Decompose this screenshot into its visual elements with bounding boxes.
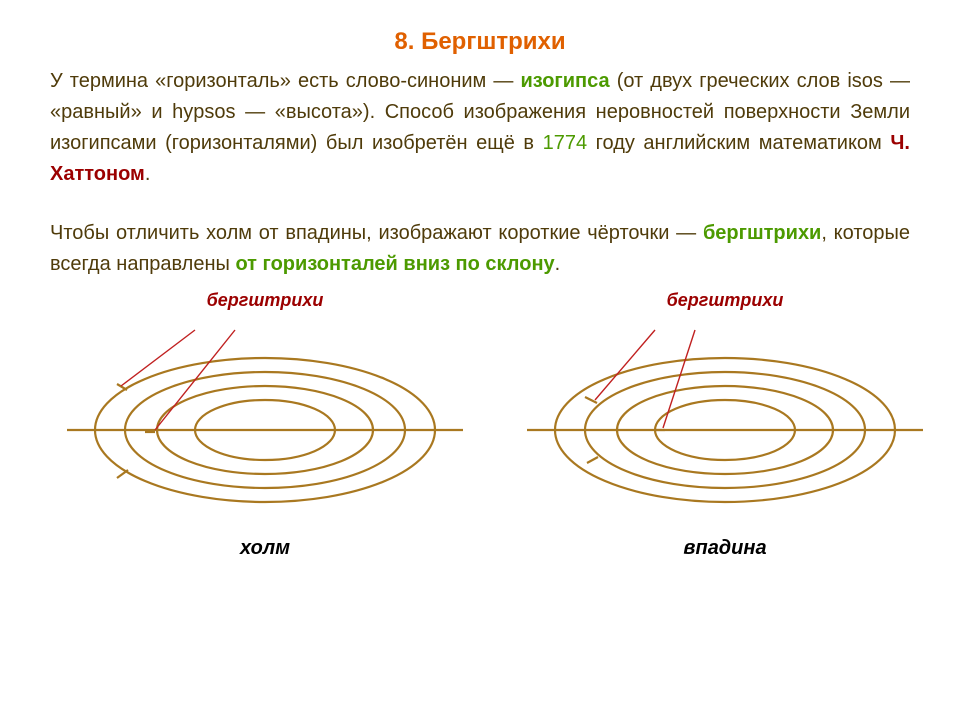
label-bergstrichi-right: бергштрихи [515, 290, 935, 311]
diagram-pit: бергштрихи впадина [515, 290, 935, 560]
label-pit: впадина [515, 537, 935, 560]
page-title: 8. Бергштрихи [0, 0, 960, 66]
label-bergstrichi-left: бергштрихи [55, 290, 475, 311]
p2-text-a: Чтобы отличить холм от впадины, изобража… [50, 222, 703, 244]
paragraph-2: Чтобы отличить холм от впадины, изобража… [0, 218, 960, 280]
p1-text-d: . [145, 163, 151, 185]
p1-text-c: году английским математиком [596, 132, 891, 154]
hill-svg [55, 320, 475, 540]
term-izogipsa: изогипса [520, 70, 616, 92]
diagram-hill: бергштрихи холм [55, 290, 475, 560]
direction-text: от горизонталей вниз по склону [235, 253, 554, 275]
paragraph-1: У термина «горизонталь» есть слово-синон… [0, 66, 960, 190]
p1-text-a: У термина «горизонталь» есть слово-синон… [50, 70, 520, 92]
term-bergstrichi: бергштрихи [703, 222, 821, 244]
p2-text-c: . [555, 253, 561, 275]
year-1774: 1774 [543, 132, 596, 154]
pit-svg [515, 320, 935, 540]
label-hill: холм [55, 537, 475, 560]
